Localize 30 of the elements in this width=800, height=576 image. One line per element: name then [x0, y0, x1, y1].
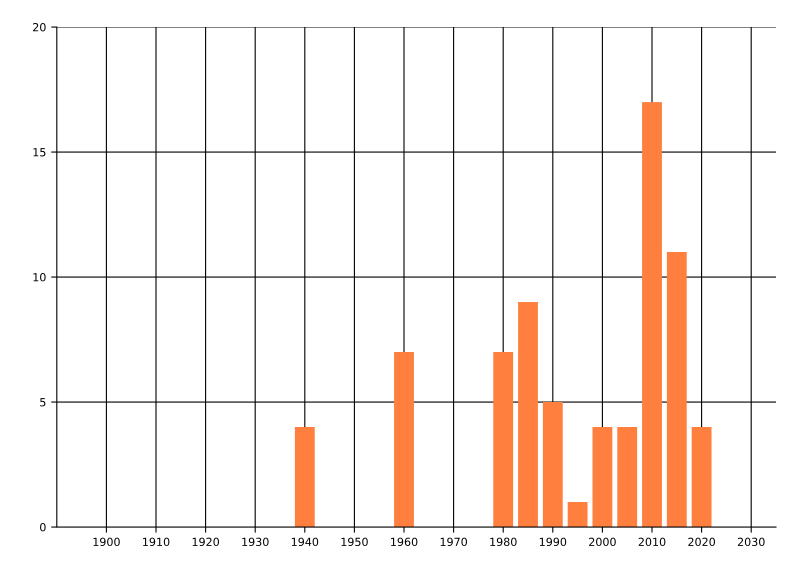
bar: [294, 427, 315, 528]
y-tick-label: 5: [40, 398, 46, 406]
bar: [642, 102, 662, 528]
bar: [592, 427, 612, 528]
x-tick-label: 1980: [490, 538, 517, 546]
bar: [692, 427, 712, 528]
bar: [617, 427, 638, 528]
bar: [666, 252, 687, 528]
x-tick-label: 1930: [242, 538, 269, 546]
x-tick-label: 2010: [638, 538, 666, 546]
x-tick-label: 2030: [738, 538, 765, 546]
bar: [568, 502, 588, 528]
y-tick-label: 15: [33, 148, 46, 156]
x-tick-label: 2000: [589, 538, 616, 546]
x-tick-label: 1970: [440, 538, 467, 546]
x-tick-label: 1920: [192, 538, 219, 546]
bar: [542, 402, 563, 528]
y-tick-label: 0: [40, 523, 46, 532]
bar: [518, 302, 538, 528]
x-tick-label: 1940: [292, 538, 318, 546]
bar: [394, 352, 414, 528]
y-tick-label: 20: [33, 23, 46, 32]
y-tick-label: 10: [33, 273, 46, 282]
x-tick-label: 1960: [391, 538, 418, 546]
bar: [493, 352, 514, 528]
x-tick-label: 1910: [143, 538, 170, 546]
x-tick-label: 1950: [341, 538, 368, 546]
x-tick-label: 2020: [688, 538, 715, 546]
x-tick-label: 1990: [540, 538, 566, 546]
x-tick-label: 1900: [93, 538, 120, 546]
